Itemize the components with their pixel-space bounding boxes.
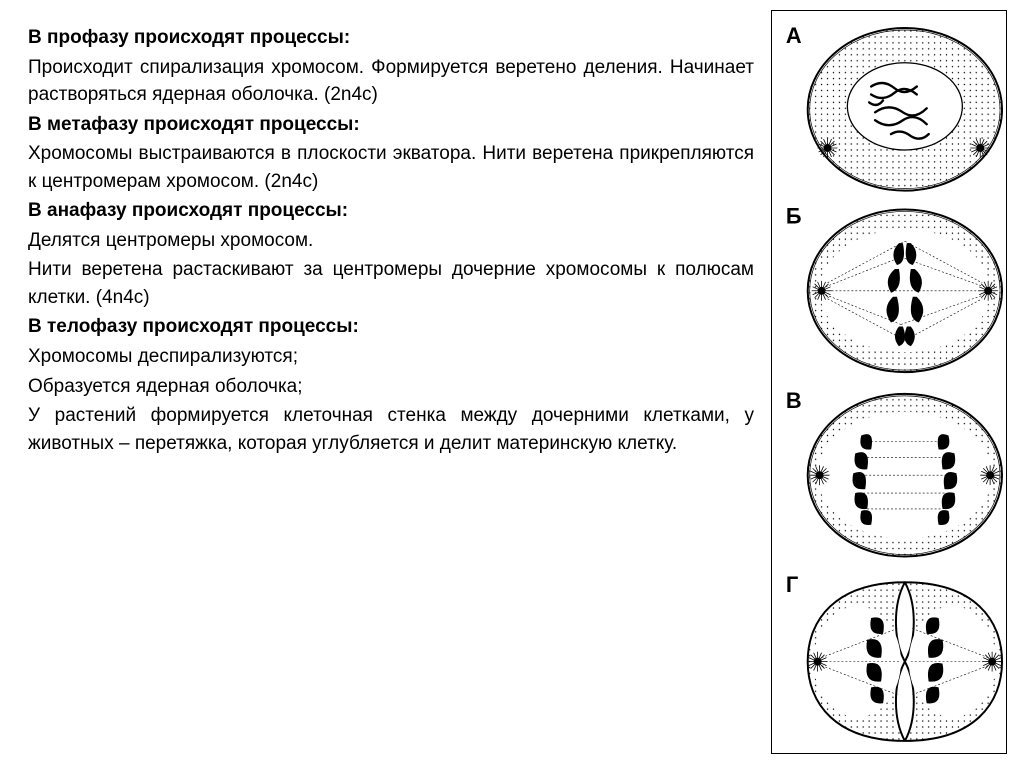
panel-g: Г [786, 572, 1002, 741]
mitosis-diagram: А Б [771, 10, 1007, 754]
text-column: В профазу происходят процессы: Происходи… [0, 0, 768, 767]
anaphase-heading: В анафазу происходят процессы: [28, 197, 754, 225]
metaphase-body: Хромосомы выстраиваются в плоскости эква… [28, 140, 754, 195]
panel-b: Б [786, 203, 1002, 372]
panel-a: А [786, 23, 1002, 191]
anaphase-body-1: Делятся центромеры хромосом. [28, 227, 754, 255]
label-g: Г [786, 572, 798, 597]
anaphase-body-2: Нити веретена растаскивают за центромеры… [28, 256, 754, 311]
telophase-body-1: Хромосомы деспирализуются; [28, 343, 754, 371]
label-a: А [786, 23, 802, 48]
panel-v: В [786, 388, 1002, 557]
label-v: В [786, 388, 802, 413]
label-b: Б [786, 203, 802, 228]
prophase-body: Происходит спирализация хромосом. Формир… [28, 54, 754, 109]
telophase-body-2: Образуется ядерная оболочка; [28, 373, 754, 401]
prophase-heading: В профазу происходят процессы: [28, 24, 754, 52]
telophase-heading: В телофазу происходят процессы: [28, 313, 754, 341]
metaphase-heading: В метафазу происходят процессы: [28, 111, 754, 139]
figure-panel: А Б [768, 0, 1024, 767]
telophase-body-3: У растений формируется клеточная стенка … [28, 402, 754, 457]
